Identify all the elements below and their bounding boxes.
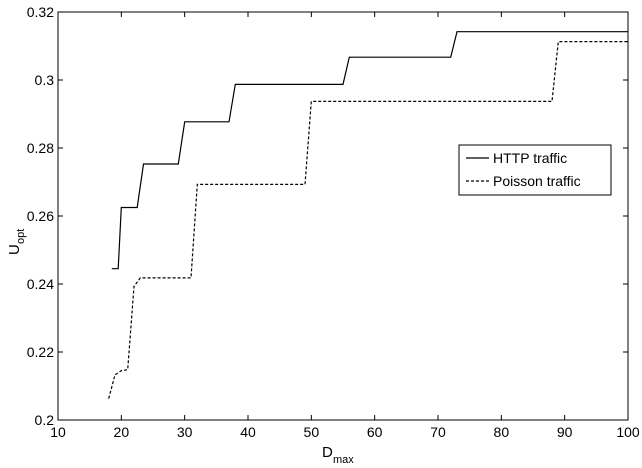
x-tick-label: 50 [304,424,320,440]
series-line-poisson [108,40,628,399]
y-tick-label: 0.24 [27,276,54,292]
x-tick-label: 60 [367,424,383,440]
series-line-http [111,31,628,270]
x-tick-label: 90 [557,424,573,440]
x-tick-label: 70 [430,424,446,440]
legend-label-poisson: Poisson traffic [493,173,581,189]
legend-box [458,144,612,196]
x-tick-label: 10 [50,424,66,440]
y-axis-label: U opt [6,229,27,255]
x-tick-label: 40 [240,424,256,440]
legend: HTTP traffic Poisson traffic [458,144,612,196]
y-tick-label: 0.3 [35,72,55,88]
series-lines [108,31,628,399]
y-axis-label-main: U [6,244,23,255]
x-tick-label: 100 [616,424,640,440]
legend-label-http: HTTP traffic [493,150,567,166]
y-tick-label: 0.28 [27,140,54,156]
plot-area [57,11,629,421]
x-tick-label: 20 [114,424,130,440]
x-axis-label: D max [322,444,354,466]
x-axis-label-main: D [322,444,333,461]
y-tick-label: 0.2 [35,412,55,428]
y-tick-label: 0.32 [27,4,54,20]
x-tick-label: 30 [177,424,193,440]
y-tick-label: 0.26 [27,208,54,224]
x-tick-label: 80 [494,424,510,440]
axis-ticks: 10 20 30 40 50 60 70 80 90 100 0.2 0.22 0.24 0.26 0.28… [27,4,640,440]
x-axis-label-sub: max [333,454,354,466]
y-tick-label: 0.22 [27,344,54,360]
y-axis-label-sub: opt [15,229,27,244]
